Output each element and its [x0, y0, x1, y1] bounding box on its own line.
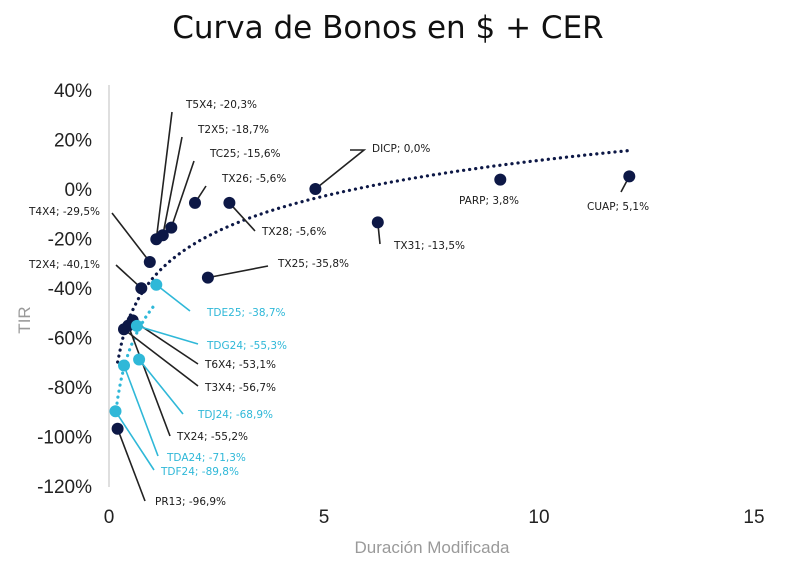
data-label-t5x4: T5X4; -20,3%: [185, 99, 257, 111]
data-point-tx28: [223, 196, 236, 209]
data-point-pr13: [111, 422, 124, 435]
x-tick-label: 15: [743, 507, 764, 528]
y-tick-label: -40%: [48, 279, 92, 300]
leader-line: [123, 365, 159, 457]
data-label-cuap: CUAP; 5,1%: [587, 201, 649, 213]
data-label-tx26: TX26; -5,6%: [221, 173, 286, 185]
data-label-t2x4: T2X4; -40,1%: [28, 259, 100, 271]
y-tick-label: -80%: [48, 378, 92, 399]
leader-line: [123, 328, 199, 387]
data-label-tx25: TX25; -35,8%: [277, 258, 349, 270]
data-point-dicp: [309, 183, 322, 195]
y-tick-label: -20%: [48, 230, 92, 251]
data-label-tc25: TC25; -15,6%: [209, 148, 281, 160]
leader-line: [228, 202, 256, 232]
data-point-tdf24: [109, 405, 122, 418]
data-label-tx31: TX31; -13,5%: [393, 240, 465, 252]
y-axis-title: TIR: [15, 306, 34, 333]
data-label-t3x4: T3X4; -56,7%: [204, 382, 276, 394]
data-point-tde25: [150, 278, 163, 291]
data-point-parp: [494, 173, 507, 186]
data-label-t6x4: T6X4; -53,1%: [204, 359, 276, 371]
leader-line: [207, 265, 269, 279]
data-label-parp: PARP; 3,8%: [459, 195, 519, 207]
leader-line: [170, 160, 195, 228]
data-point-t4x4: [143, 256, 156, 268]
y-tick-label: 0%: [65, 180, 93, 201]
data-label-tda24: TDA24; -71,3%: [166, 452, 246, 464]
leader-line: [111, 212, 151, 263]
leader-line: [162, 136, 183, 236]
x-tick-label: 5: [319, 507, 330, 528]
leader-line: [136, 325, 199, 345]
data-labels: T5X4; -20,3% T2X5; -18,7% TC25; -15,6% TX26…: [28, 99, 649, 508]
x-axis-ticks: 0 5 10 15: [104, 507, 765, 528]
data-point-tdg24: [130, 319, 143, 332]
data-label-t4x4: T4X4; -29,5%: [28, 206, 100, 218]
data-label-tx28: TX28; -5,6%: [261, 226, 326, 238]
y-tick-label: -120%: [37, 477, 92, 498]
data-label-t2x5: T2X5; -18,7%: [197, 124, 269, 136]
data-label-tde25: TDE25; -38,7%: [206, 307, 286, 319]
leader-line: [116, 428, 146, 502]
data-label-tdf24: TDF24; -89,8%: [160, 466, 239, 478]
data-point-cuap: [623, 170, 636, 183]
leader-line: [114, 410, 155, 471]
trendline-duales: [113, 301, 158, 417]
trendlines: [113, 148, 631, 417]
data-point-tc25: [165, 221, 178, 234]
trendline-bonos: [116, 148, 631, 364]
data-point-tdj24: [133, 353, 146, 366]
y-tick-label: -60%: [48, 329, 92, 350]
data-point-tx26: [189, 196, 201, 209]
leader-lines: [111, 111, 631, 502]
x-tick-label: 10: [528, 507, 549, 528]
x-axis-title: Duración Modificada: [355, 538, 511, 557]
leader-line: [138, 358, 184, 415]
y-tick-label: 20%: [54, 131, 92, 152]
leader-line: [155, 111, 173, 240]
data-point-t2x4: [135, 282, 148, 295]
leader-line: [155, 284, 191, 312]
chart-title: Curva de Bonos en $ + CER: [172, 10, 603, 46]
data-label-dicp: DICP; 0,0%: [372, 143, 430, 155]
data-label-tx24: TX24; -55,2%: [176, 431, 248, 443]
leader-line: [127, 325, 171, 437]
data-point-t2x5: [156, 229, 169, 242]
data-point-tx25: [201, 271, 214, 284]
y-tick-label: -100%: [37, 428, 92, 449]
data-point-tx24: [122, 319, 135, 332]
data-point-tda24: [118, 359, 130, 372]
data-label-pr13: PR13; -96,9%: [155, 496, 226, 508]
y-tick-label: 40%: [54, 81, 92, 102]
leader-line: [314, 149, 367, 190]
data-label-tdj24: TDJ24; -68,9%: [197, 409, 273, 421]
data-label-tdg24: TDG24; -55,3%: [206, 340, 287, 352]
data-points: [109, 170, 636, 435]
x-tick-label: 0: [104, 507, 115, 528]
data-point-tx31: [371, 216, 384, 229]
y-axis-ticks: 40% 20% 0% -20% -40% -60% -80% -100% -120%: [37, 81, 92, 498]
